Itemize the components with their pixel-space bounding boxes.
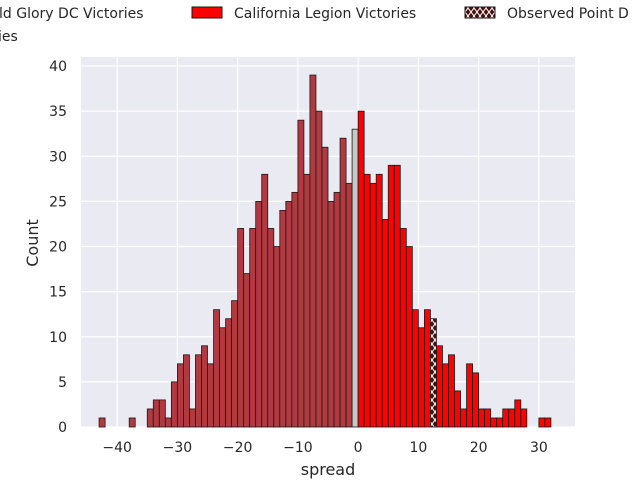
histogram-bar <box>442 363 449 428</box>
x-tick-label: −10 <box>283 440 313 456</box>
histogram-bar <box>285 200 293 428</box>
histogram-bar <box>255 200 263 428</box>
histogram-bar <box>387 164 395 428</box>
histogram-bar <box>345 182 353 428</box>
histogram-bar <box>351 128 359 428</box>
histogram-bar <box>146 408 154 428</box>
histogram-bar <box>231 300 239 428</box>
histogram-bar <box>309 74 317 428</box>
y-tick-label: 15 <box>49 285 67 301</box>
histogram-bar <box>496 417 504 428</box>
histogram-bar <box>249 228 257 428</box>
y-tick-label: 20 <box>49 240 67 256</box>
x-tick-label: −40 <box>102 440 132 456</box>
histogram-bar <box>164 417 172 428</box>
histogram-bar <box>399 228 407 428</box>
histogram-bar <box>237 228 245 428</box>
legend-label-old-glory: Old Glory DC Victories <box>0 6 144 22</box>
histogram-bar <box>315 110 323 428</box>
legend-label-observed: Observed Point D <box>507 6 629 22</box>
histogram-bar <box>448 354 455 428</box>
histogram-bar <box>405 246 413 428</box>
histogram-bar <box>508 408 516 428</box>
legend-swatch-california <box>191 6 223 19</box>
histogram-bar <box>207 363 214 428</box>
x-tick-label: 0 <box>354 440 363 456</box>
x-tick-label: 20 <box>470 440 488 456</box>
histogram-bar <box>333 191 341 428</box>
histogram-bar <box>303 173 311 428</box>
histogram-bar <box>417 327 425 428</box>
histogram-bar <box>98 417 106 428</box>
histogram-bar <box>327 200 335 428</box>
histogram-bar <box>472 372 480 428</box>
histogram-bar <box>225 318 233 428</box>
histogram-bar <box>411 309 419 428</box>
legend-overflow-text: ies <box>0 29 18 45</box>
histogram-bar <box>520 408 528 428</box>
histogram-bar <box>514 399 522 428</box>
histogram-bar <box>243 273 251 428</box>
histogram-bar <box>297 119 305 428</box>
histogram-bar <box>484 408 492 428</box>
histogram-bar <box>279 210 287 428</box>
histogram-bar <box>128 417 136 428</box>
x-tick-labels: −40 −30 −20 −10 0 10 20 30 <box>102 440 547 456</box>
histogram-bar <box>195 354 202 428</box>
histogram-bar <box>363 173 371 428</box>
histogram-bar <box>183 354 190 428</box>
y-tick-label: 40 <box>49 59 67 75</box>
y-tick-label: 30 <box>49 149 67 165</box>
histogram-bar <box>213 309 220 428</box>
histogram-bar <box>454 390 461 428</box>
histogram-bar <box>170 381 178 428</box>
histogram-bar <box>261 173 269 428</box>
legend: Old Glory DC Victories California Legion… <box>0 6 629 45</box>
y-tick-labels: 0 5 10 15 20 25 30 35 40 <box>49 59 67 436</box>
y-tick-label: 35 <box>49 104 67 120</box>
y-tick-label: 10 <box>49 330 67 346</box>
histogram-bar <box>502 408 510 428</box>
histogram-bar <box>158 399 166 428</box>
histogram-bar <box>267 228 275 428</box>
y-tick-label: 5 <box>58 375 67 391</box>
histogram-bar <box>273 246 281 428</box>
legend-label-california: California Legion Victories <box>234 6 416 22</box>
histogram-bar <box>375 173 383 428</box>
histogram-bar <box>490 417 498 428</box>
x-axis-label: spread <box>301 460 356 479</box>
histogram-bar <box>189 408 196 428</box>
histogram-bar <box>436 345 443 428</box>
histogram-bar <box>219 327 226 428</box>
x-tick-label: 10 <box>409 440 427 456</box>
histogram-bar <box>291 191 299 428</box>
histogram-bar <box>176 363 184 428</box>
histogram-bar <box>369 182 377 428</box>
x-tick-label: 30 <box>530 440 548 456</box>
x-tick-label: −30 <box>163 440 193 456</box>
histogram-bar <box>430 318 437 428</box>
histogram-bar <box>381 219 389 428</box>
histogram-bar <box>339 137 347 428</box>
histogram-bar <box>321 146 329 428</box>
y-tick-label: 25 <box>49 194 67 210</box>
x-tick-label: −20 <box>223 440 253 456</box>
legend-swatch-observed <box>464 6 496 19</box>
histogram-bar <box>393 164 401 428</box>
histogram-bar <box>357 110 365 428</box>
histogram-bar <box>478 408 486 428</box>
histogram-bar <box>201 345 208 428</box>
y-axis-label: Count <box>23 219 42 267</box>
histogram-bar <box>460 408 467 428</box>
histogram-bar <box>152 399 160 428</box>
histogram-bars <box>98 74 552 428</box>
histogram-bar <box>423 309 431 428</box>
histogram-bar <box>538 417 546 428</box>
histogram-bar <box>544 417 552 428</box>
histogram-bar <box>466 363 473 428</box>
y-tick-label: 0 <box>58 420 67 436</box>
